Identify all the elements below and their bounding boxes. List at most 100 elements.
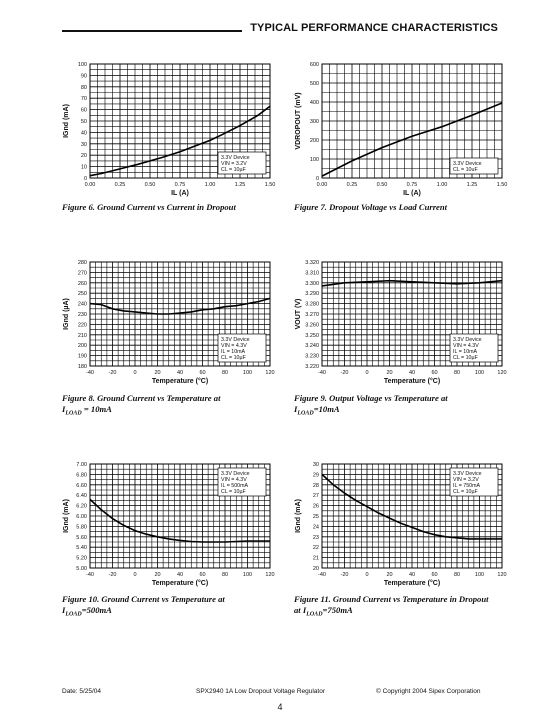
- series-line: [89, 297, 271, 315]
- y-tick-label: 210: [78, 333, 87, 339]
- footer-date: Date: 5/25/04: [62, 688, 102, 695]
- legend-entry: IL = 10mA: [221, 349, 246, 355]
- legend-entry: VIN = 4.3V: [453, 343, 479, 349]
- x-tick-label: -40: [318, 370, 326, 376]
- y-tick-label: 180: [78, 364, 87, 370]
- y-tick-label: 20: [81, 153, 87, 159]
- y-tick-label: 6.80: [76, 472, 87, 478]
- y-tick-label: 300: [310, 119, 319, 125]
- caption-fig8: Figure 8. Ground Current vs Temperature …: [62, 393, 221, 417]
- y-axis-label: VDROPOUT (mV): [295, 92, 302, 149]
- plot-frame: [89, 261, 271, 367]
- x-tick-label: 20: [386, 572, 392, 578]
- plot-frame: [89, 63, 271, 179]
- y-tick-label: 3.240: [305, 343, 319, 349]
- y-tick-label: 5.80: [76, 524, 87, 530]
- x-tick-label: 1.50: [265, 182, 276, 188]
- x-tick-label: 80: [222, 370, 228, 376]
- y-tick-label: 3.280: [305, 302, 319, 308]
- x-tick-label: 60: [431, 370, 437, 376]
- legend-box: [217, 151, 267, 175]
- y-axis-label: IGnd (mA): [63, 104, 70, 138]
- y-tick-label: 190: [78, 354, 87, 360]
- y-tick-label: 500: [310, 81, 319, 87]
- legend-entry: IL = 750mA: [453, 483, 481, 489]
- legend-box: [449, 157, 499, 175]
- legend-entry: IL = 500mA: [221, 483, 249, 489]
- x-tick-label: 1.25: [235, 182, 246, 188]
- caption-fig7: Figure 7. Dropout Voltage vs Load Curren…: [294, 202, 448, 212]
- y-tick-label: 250: [78, 291, 87, 297]
- y-tick-label: 28: [313, 483, 319, 489]
- legend-entry: 3.3V Device: [453, 337, 482, 343]
- y-tick-label: 0: [84, 176, 87, 182]
- y-tick-label: 40: [81, 130, 87, 136]
- y-tick-label: 5.20: [76, 556, 87, 562]
- caption-fig10: Figure 10. Ground Current vs Temperature…: [62, 594, 225, 618]
- legend-entry: 3.3V Device: [453, 471, 482, 477]
- y-tick-label: 3.270: [305, 312, 319, 318]
- y-tick-label: 6.60: [76, 483, 87, 489]
- y-tick-label: 60: [81, 108, 87, 114]
- caption-fig6: Figure 6. Ground Current vs Current in D…: [62, 202, 236, 212]
- legend-entry: IL = 10mA: [453, 349, 478, 355]
- y-tick-label: 22: [313, 545, 319, 551]
- y-tick-label: 90: [81, 73, 87, 79]
- x-axis-label: IL (A): [171, 190, 189, 197]
- chart-fig8: -40 -20 0 20 40 60 80 100 120 180 190 200 210 220 230 2…: [63, 260, 275, 385]
- x-axis-label: Temperature (°C): [384, 579, 440, 587]
- x-axis-label: Temperature (°C): [152, 377, 208, 385]
- x-tick-label: 0: [133, 370, 136, 376]
- x-tick-label: 1.50: [497, 182, 508, 188]
- x-tick-label: 40: [409, 370, 415, 376]
- y-tick-label: 6.40: [76, 493, 87, 499]
- legend-entry: VIN = 3.2V: [453, 477, 479, 483]
- y-tick-label: 20: [313, 566, 319, 572]
- y-tick-label: 230: [78, 312, 87, 318]
- legend-entry: VIN = 3.2V: [221, 161, 247, 167]
- x-tick-label: -20: [341, 370, 349, 376]
- x-tick-label: 100: [475, 370, 484, 376]
- page-title: TYPICAL PERFORMANCE CHARACTERISTICS: [250, 22, 498, 34]
- legend-entry: CL = 10µF: [221, 355, 247, 361]
- x-tick-label: 1.00: [437, 182, 448, 188]
- legend-entry: CL = 10µF: [221, 167, 247, 173]
- page-number: 4: [277, 702, 283, 712]
- y-tick-label: 200: [310, 138, 319, 144]
- x-tick-label: 1.00: [205, 182, 216, 188]
- caption-fig9: Figure 9. Output Voltage vs Temperature …: [294, 393, 448, 417]
- x-tick-label: 0.25: [347, 182, 358, 188]
- chart-fig6: 0.00 0.25 0.50 0.75 1.00 1.25 1.50 0 10 20 30 40 50 6…: [63, 62, 275, 197]
- y-tick-label: 3.290: [305, 291, 319, 297]
- legend-entry: 3.3V Device: [221, 155, 250, 161]
- x-tick-label: 120: [497, 572, 506, 578]
- y-tick-label: 100: [310, 157, 319, 163]
- y-tick-label: 400: [310, 100, 319, 106]
- y-tick-label: 23: [313, 535, 319, 541]
- x-tick-label: 0.00: [85, 182, 96, 188]
- legend-box: [449, 333, 499, 363]
- x-tick-label: 0.50: [145, 182, 156, 188]
- x-tick-label: -20: [109, 370, 117, 376]
- y-axis-label: IGnd (mA): [63, 499, 70, 533]
- x-tick-label: 100: [243, 370, 252, 376]
- legend-entry: VIN = 4.3V: [221, 343, 247, 349]
- x-tick-label: 120: [265, 370, 274, 376]
- x-axis-label: Temperature (°C): [384, 377, 440, 385]
- y-tick-label: 80: [81, 85, 87, 91]
- y-tick-label: 5.60: [76, 535, 87, 541]
- x-tick-label: 1.25: [467, 182, 478, 188]
- x-tick-label: 40: [177, 370, 183, 376]
- chart-fig7: 0.00 0.25 0.50 0.75 1.00 1.25 1.50 0 100 200 300 40…: [295, 62, 507, 197]
- plot-frame: [321, 63, 503, 179]
- y-tick-label: 280: [78, 260, 87, 266]
- y-tick-label: 3.230: [305, 354, 319, 360]
- x-tick-label: 120: [497, 370, 506, 376]
- x-tick-label: -20: [109, 572, 117, 578]
- y-tick-label: 6.20: [76, 504, 87, 510]
- legend-entry: CL = 10µF: [221, 489, 247, 495]
- y-tick-label: 25: [313, 514, 319, 520]
- legend-box: [449, 467, 499, 497]
- y-tick-label: 7.00: [76, 462, 87, 468]
- series-line: [321, 473, 502, 540]
